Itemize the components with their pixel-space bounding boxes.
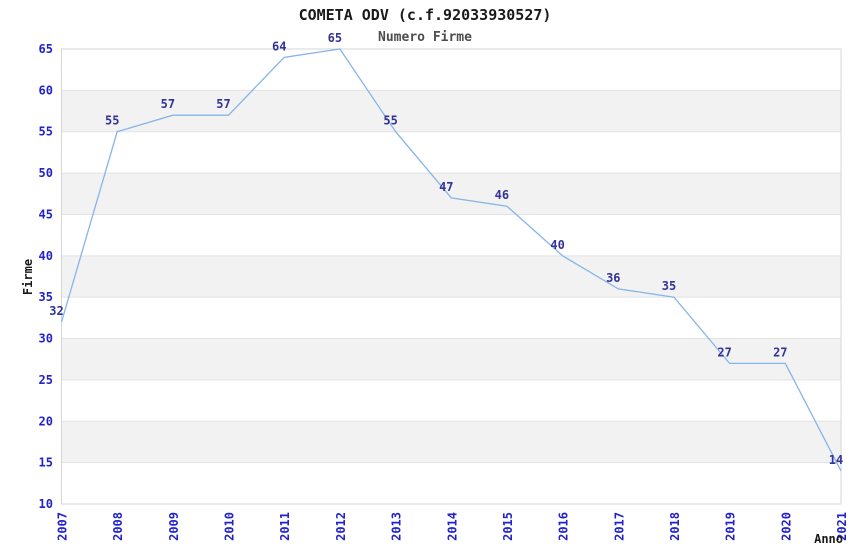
y-tick-label: 50 [39,166,53,180]
point-value-label: 46 [495,188,509,202]
x-tick-label: 2011 [278,512,292,541]
point-value-label: 47 [439,180,453,194]
y-tick-label: 40 [39,249,53,263]
x-tick-label: 2008 [111,512,125,541]
point-value-label: 27 [773,345,787,359]
x-axis-label: Anno [814,532,843,546]
chart-title: COMETA ODV (c.f.92033930527) [299,6,552,24]
band-stripe [61,255,841,298]
point-value-label: 57 [216,97,230,111]
band-stripe [61,90,841,132]
y-tick-label: 15 [39,456,53,470]
x-tick-label: 2020 [779,512,793,541]
band-stripe [61,421,841,463]
x-tick-label: 2009 [167,512,181,541]
x-tick-label: 2018 [668,512,682,541]
point-value-label: 65 [328,31,342,45]
x-tick-label: 2012 [334,512,348,541]
y-tick-label: 30 [39,332,53,346]
y-tick-label: 65 [39,42,53,56]
point-value-label: 57 [161,97,175,111]
y-tick-label: 35 [39,290,53,304]
plot-border [61,48,842,505]
x-axis-tick-labels: 2007 2008 2009 2010 2011 2012 2013 2014 2015 2016… [56,512,850,541]
y-axis-tick-labels: 10 15 20 25 30 35 40 45 50 55 60 65 [39,42,53,511]
y-tick-label: 10 [39,497,53,511]
point-labels: 32 55 57 57 64 65 55 47 46 40 36 35 27 27 14 [49,31,843,467]
y-tick-label: 45 [39,208,53,222]
chart-subtitle: Numero Firme [378,30,472,45]
y-axis-label: Firme [21,259,35,295]
x-tick-label: 2021 [835,512,849,541]
series-line [60,48,842,472]
point-value-label: 35 [662,279,676,293]
x-tick-label: 2017 [612,512,626,541]
point-value-label: 27 [717,345,731,359]
x-tick-label: 2013 [390,512,404,541]
x-tick-label: 2016 [557,512,571,541]
point-value-label: 64 [272,39,286,53]
y-tick-label: 60 [39,83,53,97]
plot-band-stripes [61,90,841,463]
x-tick-label: 2014 [445,512,459,541]
point-value-label: 32 [49,304,63,318]
y-tick-label: 55 [39,125,53,139]
point-value-label: 40 [550,238,564,252]
band-stripe [61,338,841,380]
x-tick-label: 2010 [223,512,237,541]
point-value-label: 55 [383,114,397,128]
y-tick-label: 25 [39,373,53,387]
x-tick-label: 2007 [56,512,70,541]
x-tick-label: 2019 [724,512,738,541]
point-value-label: 55 [105,114,119,128]
x-tick-label: 2015 [501,512,515,541]
band-stripe [61,173,841,215]
y-tick-label: 20 [39,414,53,428]
point-value-label: 14 [829,453,843,467]
point-value-label: 36 [606,271,620,285]
